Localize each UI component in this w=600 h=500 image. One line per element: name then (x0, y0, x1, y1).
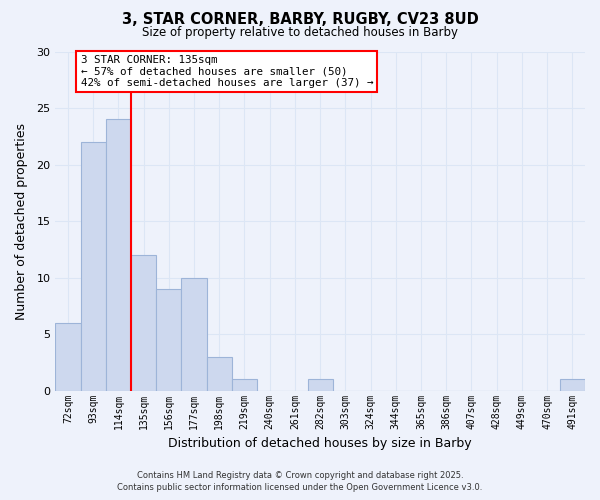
X-axis label: Distribution of detached houses by size in Barby: Distribution of detached houses by size … (169, 437, 472, 450)
Text: 3, STAR CORNER, BARBY, RUGBY, CV23 8UD: 3, STAR CORNER, BARBY, RUGBY, CV23 8UD (122, 12, 478, 28)
Bar (206, 356, 232, 390)
Bar (106, 120, 131, 390)
Bar (181, 278, 206, 390)
Bar (156, 289, 181, 390)
Text: 3 STAR CORNER: 135sqm
← 57% of detached houses are smaller (50)
42% of semi-deta: 3 STAR CORNER: 135sqm ← 57% of detached … (80, 55, 373, 88)
Bar (232, 380, 257, 390)
Bar (131, 255, 156, 390)
Text: Size of property relative to detached houses in Barby: Size of property relative to detached ho… (142, 26, 458, 39)
Bar (80, 142, 106, 390)
Bar (55, 323, 80, 390)
Bar (560, 380, 585, 390)
Bar (308, 380, 333, 390)
Y-axis label: Number of detached properties: Number of detached properties (15, 122, 28, 320)
Text: Contains HM Land Registry data © Crown copyright and database right 2025.
Contai: Contains HM Land Registry data © Crown c… (118, 471, 482, 492)
